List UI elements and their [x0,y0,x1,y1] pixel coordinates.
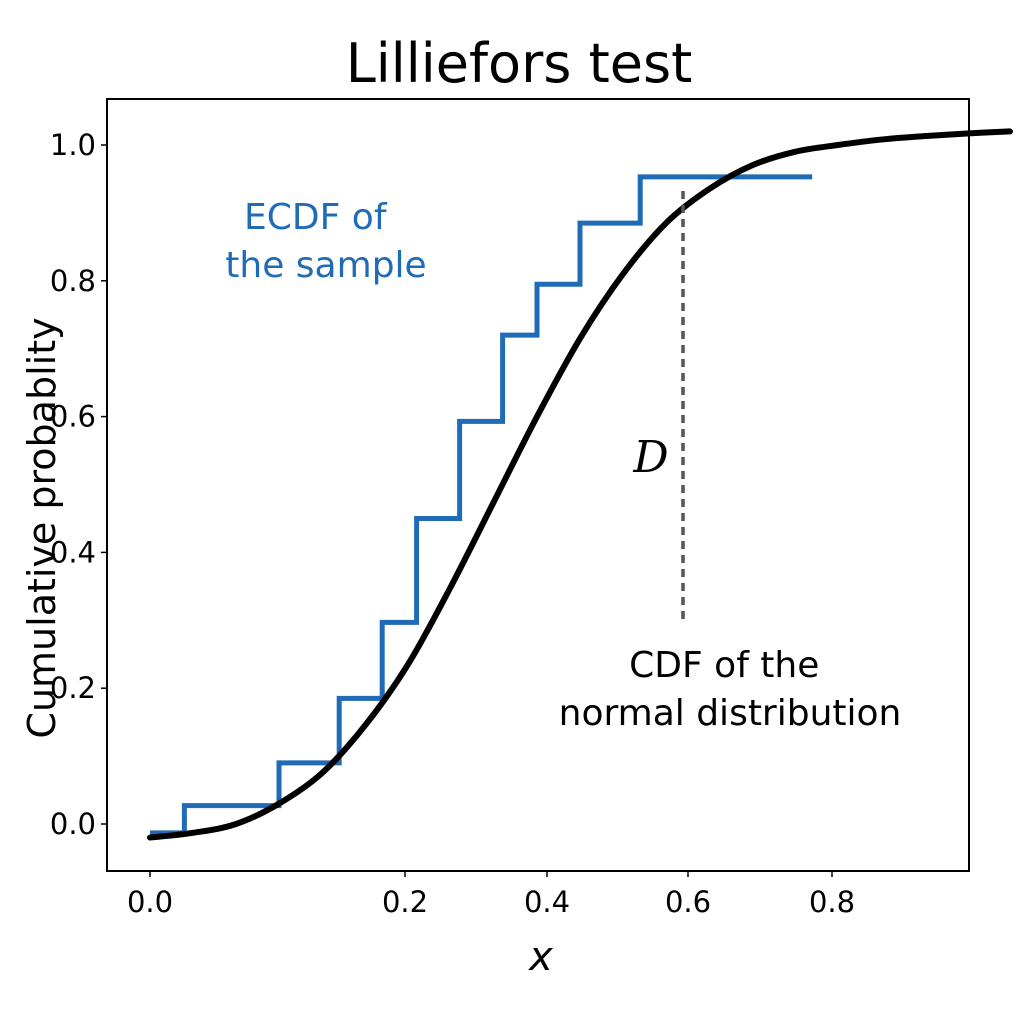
y-tick-label: 0.6 [50,400,96,434]
x-tick-label: 0.4 [524,885,570,919]
x-tick-label: 0.0 [127,885,173,919]
normal-cdf-series-line [147,128,1013,841]
y-tick-label: 0.0 [50,807,96,841]
x-tick-label: 0.2 [382,885,428,919]
chart-title: Lilliefors test [346,32,693,95]
x-axis-ticks: 0.0 0.2 0.4 0.6 0.8 [127,871,855,919]
ecdf-annotation: ECDF of the sample [225,197,426,286]
ecdf-series-line [150,174,813,836]
plot-frame [106,98,970,872]
y-tick-label: 0.8 [50,264,96,298]
d-statistic-label: D [632,432,668,483]
y-tick-label: 0.2 [50,671,96,705]
y-tick-label: 1.0 [50,128,96,162]
cdf-annotation: CDF of the normal distribution [559,645,902,734]
x-axis-label: x [527,934,553,980]
y-axis-ticks: 0.0 0.2 0.4 0.6 0.8 1.0 [50,128,107,841]
x-tick-label: 0.6 [665,885,711,919]
y-axis-label: Cumulative probablity [20,317,64,738]
x-tick-label: 0.8 [809,885,855,919]
y-tick-label: 0.4 [50,535,96,569]
